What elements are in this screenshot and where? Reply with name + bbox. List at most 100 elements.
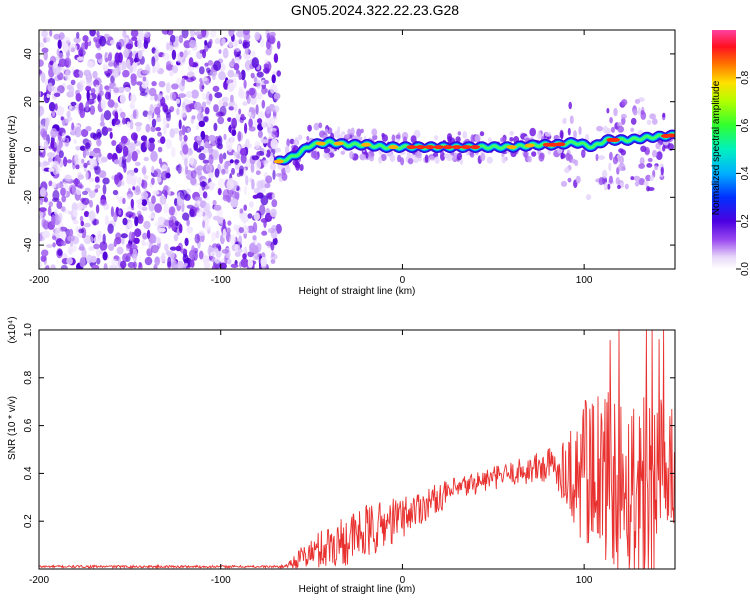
noise-blob <box>265 149 271 158</box>
noise-blob <box>42 230 50 239</box>
noise-blob <box>179 51 184 58</box>
x-tick-label: -200 <box>29 575 49 586</box>
noise-blob <box>227 82 235 93</box>
signal-halo <box>620 149 626 156</box>
noise-blob <box>138 32 146 38</box>
noise-blob <box>157 216 165 225</box>
signal-halo <box>299 164 304 171</box>
signal-halo <box>501 156 507 164</box>
noise-blob <box>238 35 242 44</box>
signal-halo <box>509 130 514 136</box>
noise-blob <box>96 257 101 265</box>
noise-blob <box>218 71 226 81</box>
x-tick-label: 0 <box>400 575 406 586</box>
noise-blob <box>122 197 126 205</box>
noise-blob <box>113 211 118 223</box>
spectrogram-x-label: Height of straight line (km) <box>299 286 416 297</box>
noise-blob <box>242 30 250 36</box>
noise-blob <box>243 167 247 179</box>
noise-blob <box>184 164 189 175</box>
noise-blob <box>136 262 140 267</box>
noise-blob <box>191 115 196 120</box>
signal-halo <box>563 117 567 125</box>
noise-blob <box>226 79 230 84</box>
x-tick-label: -100 <box>211 275 231 286</box>
noise-blob <box>55 182 64 189</box>
noise-blob <box>204 224 212 231</box>
signal-halo <box>620 182 624 189</box>
noise-blob <box>161 164 168 172</box>
signal-halo <box>500 137 506 143</box>
signal-halo <box>297 134 303 141</box>
noise-blob <box>265 106 271 115</box>
noise-blob <box>259 204 266 216</box>
noise-blob <box>103 263 108 269</box>
noise-blob <box>276 40 281 50</box>
noise-blob <box>78 70 84 79</box>
signal-halo <box>608 162 612 172</box>
noise-blob <box>256 180 264 190</box>
noise-blob <box>76 31 80 39</box>
signal-halo <box>609 151 613 161</box>
noise-blob <box>252 235 257 241</box>
noise-blob <box>217 116 225 125</box>
noise-blob <box>82 190 88 196</box>
signal-halo <box>281 172 288 181</box>
noise-blob <box>150 125 156 132</box>
noise-blob <box>263 149 267 155</box>
noise-blob <box>54 228 63 238</box>
noise-blob <box>118 209 122 216</box>
signal-halo <box>602 125 609 134</box>
noise-blob <box>108 61 114 67</box>
noise-blob <box>127 221 133 229</box>
noise-blob <box>82 148 87 159</box>
y-tick-label: 40 <box>23 48 34 60</box>
ridge-peak <box>610 137 620 142</box>
noise-blob <box>221 168 226 175</box>
snr-x-label: Height of straight line (km) <box>299 584 416 595</box>
signal-halo <box>630 176 635 181</box>
signal-halo <box>621 99 628 106</box>
noise-blob <box>145 140 150 149</box>
ridge-peak <box>315 141 326 146</box>
noise-blob <box>194 233 200 244</box>
noise-blob <box>141 79 149 89</box>
signal-halo <box>284 165 291 174</box>
noise-blob <box>78 49 86 57</box>
noise-blob <box>68 246 73 255</box>
noise-blob <box>193 101 202 111</box>
noise-blob <box>100 99 106 110</box>
noise-blob <box>167 190 171 196</box>
noise-blob <box>143 40 149 49</box>
noise-blob <box>78 184 84 189</box>
noise-blob <box>212 199 217 206</box>
noise-blob <box>164 243 169 252</box>
ridge-peak <box>388 145 399 150</box>
noise-blob <box>119 93 126 105</box>
noise-blob <box>237 131 241 142</box>
noise-blob <box>43 140 49 150</box>
signal-halo <box>662 145 666 152</box>
noise-blob <box>133 237 140 244</box>
noise-blob <box>143 220 151 230</box>
noise-blob <box>52 61 58 69</box>
noise-blob <box>143 156 149 162</box>
noise-blob <box>196 135 202 141</box>
noise-blob <box>77 203 86 210</box>
noise-blob <box>136 81 143 86</box>
page-title: GN05.2024.322.22.23.G28 <box>290 2 460 18</box>
noise-blob <box>218 99 223 108</box>
snr-x-ticks: -200 -100 0 100 <box>29 330 593 586</box>
noise-blob <box>271 130 278 139</box>
noise-blob <box>238 165 245 175</box>
noise-blob <box>271 74 276 84</box>
noise-blob <box>81 248 87 260</box>
ridge-peak <box>273 159 284 164</box>
noise-blob <box>130 132 138 141</box>
noise-blob <box>70 101 77 106</box>
signal-halo <box>647 187 655 191</box>
noise-blob <box>75 187 82 195</box>
noise-blob <box>234 159 240 164</box>
noise-blob <box>245 175 249 186</box>
noise-blob <box>186 226 193 234</box>
